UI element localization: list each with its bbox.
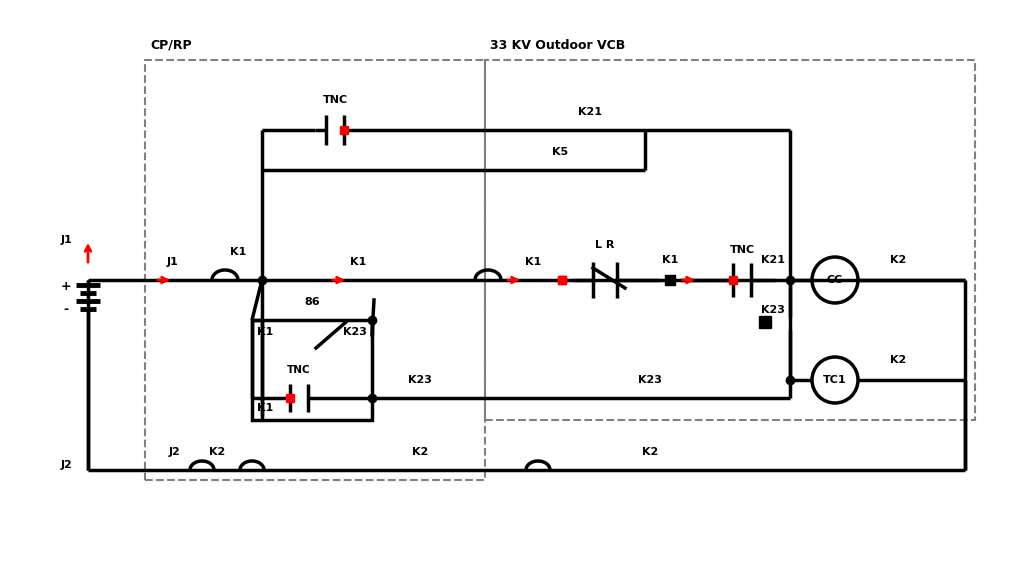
Text: CC: CC	[826, 275, 843, 285]
Text: K21: K21	[578, 107, 602, 117]
Text: -: -	[63, 302, 69, 315]
Text: K1: K1	[350, 257, 367, 267]
Text: K2: K2	[642, 447, 658, 457]
Text: CP/RP: CP/RP	[150, 39, 191, 52]
Text: 33 KV Outdoor VCB: 33 KV Outdoor VCB	[490, 39, 626, 52]
Text: K1: K1	[662, 255, 678, 265]
Text: J2: J2	[60, 460, 72, 470]
Text: K1: K1	[525, 257, 541, 267]
Text: TC1: TC1	[823, 375, 847, 385]
Text: K2: K2	[412, 447, 428, 457]
Text: K2: K2	[209, 447, 225, 457]
Text: K23: K23	[638, 375, 662, 385]
Text: TNC: TNC	[729, 245, 755, 255]
Text: TNC: TNC	[323, 95, 347, 105]
Text: K1: K1	[229, 247, 246, 257]
Text: K2: K2	[890, 255, 906, 265]
Text: K23: K23	[408, 375, 432, 385]
Text: 86: 86	[304, 297, 319, 307]
Text: K1: K1	[257, 327, 273, 337]
Text: L R: L R	[595, 240, 614, 250]
Text: J2: J2	[169, 447, 181, 457]
Text: K2: K2	[890, 355, 906, 365]
Text: K5: K5	[552, 147, 568, 157]
Text: K1: K1	[257, 403, 273, 413]
Text: +: +	[60, 280, 72, 294]
Text: TNC: TNC	[287, 365, 311, 375]
Text: K21: K21	[761, 255, 785, 265]
Text: K23: K23	[761, 305, 785, 315]
Text: K23: K23	[343, 327, 367, 337]
Text: J1: J1	[60, 235, 72, 245]
Text: J1: J1	[167, 257, 179, 267]
